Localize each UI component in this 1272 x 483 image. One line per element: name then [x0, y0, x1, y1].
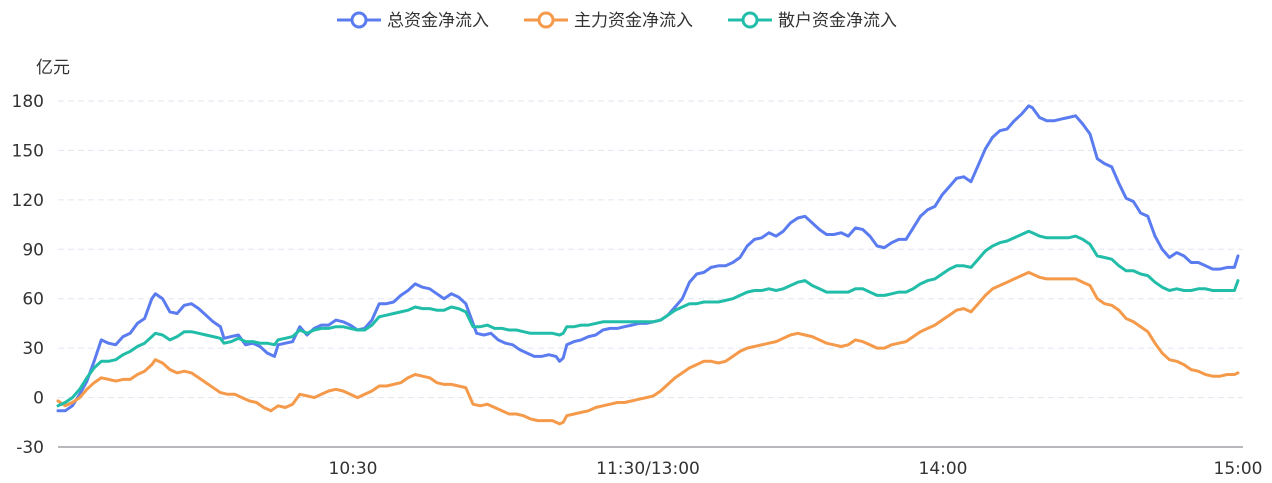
series-line-0	[56, 104, 1240, 413]
legend-label: 主力资金净流入	[574, 11, 693, 31]
y-tick-label: 90	[22, 240, 44, 260]
y-gridlines	[58, 100, 1243, 399]
x-tick-label: 15:00	[1214, 459, 1263, 479]
legend-item-1[interactable]: 主力资金净流入	[524, 11, 693, 31]
y-tick-label: -30	[16, 438, 44, 458]
x-tick-label: 14:00	[919, 459, 968, 479]
x-tick-label: 11:30/13:00	[596, 459, 700, 479]
y-tick-label: 0	[33, 389, 44, 409]
legend-marker-icon	[350, 11, 368, 29]
legend-marker-icon	[741, 11, 759, 29]
x-tick-label: 10:30	[329, 459, 378, 479]
y-tick-label: 30	[22, 339, 44, 359]
legend-label: 总资金净流入	[387, 11, 489, 31]
y-tick-label: 60	[22, 290, 44, 310]
y-tick-label: 120	[12, 191, 44, 211]
chart-legend[interactable]: 总资金净流入 主力资金净流入 散户资金净流入	[337, 11, 897, 31]
y-axis-tick-labels: -30 0 30 60 90 120 150 180	[12, 92, 44, 458]
x-axis-tick-labels: 10:30 11:30/13:00 14:00 15:00	[329, 459, 1263, 479]
y-axis-unit-label: 亿元	[36, 58, 70, 78]
legend-item-0[interactable]: 总资金净流入	[337, 11, 489, 31]
series-lines	[56, 104, 1240, 426]
series-line-2	[56, 229, 1240, 408]
legend-marker-icon	[537, 11, 555, 29]
series-line-1	[56, 270, 1240, 426]
legend-label: 散户资金净流入	[778, 11, 897, 31]
legend-item-2[interactable]: 散户资金净流入	[728, 11, 897, 31]
y-tick-label: 180	[12, 92, 44, 112]
y-tick-label: 150	[12, 141, 44, 161]
